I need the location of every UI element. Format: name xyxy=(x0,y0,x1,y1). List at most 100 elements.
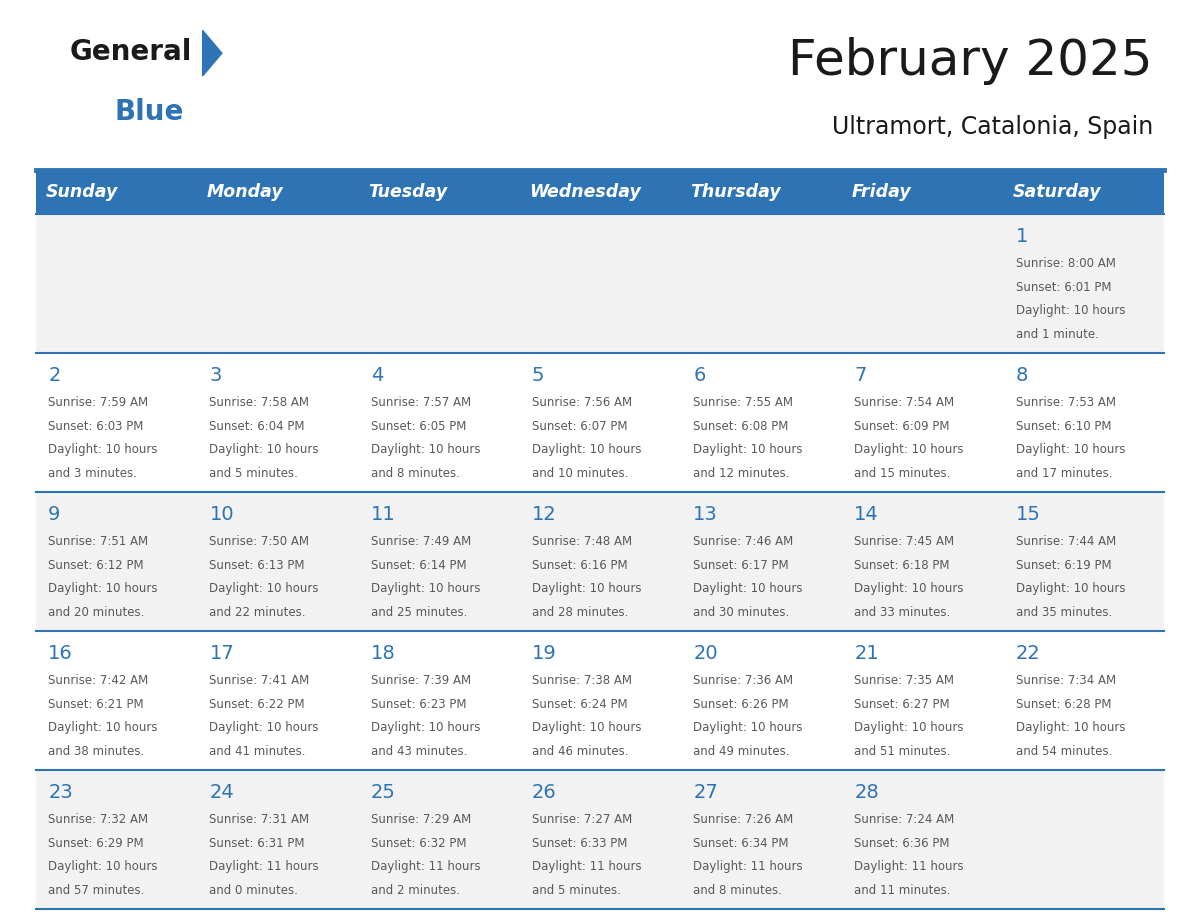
Text: Daylight: 10 hours: Daylight: 10 hours xyxy=(371,582,480,596)
Text: and 3 minutes.: and 3 minutes. xyxy=(49,467,137,480)
Text: Daylight: 10 hours: Daylight: 10 hours xyxy=(532,443,642,456)
Text: Daylight: 10 hours: Daylight: 10 hours xyxy=(1016,443,1125,456)
Text: Sunset: 6:18 PM: Sunset: 6:18 PM xyxy=(854,559,950,572)
Text: and 49 minutes.: and 49 minutes. xyxy=(693,745,790,758)
Text: Daylight: 11 hours: Daylight: 11 hours xyxy=(209,860,320,873)
Text: and 1 minute.: and 1 minute. xyxy=(1016,328,1099,341)
Text: Sunset: 6:05 PM: Sunset: 6:05 PM xyxy=(371,420,466,432)
Text: and 15 minutes.: and 15 minutes. xyxy=(854,467,950,480)
Text: 10: 10 xyxy=(209,505,234,524)
Text: Daylight: 10 hours: Daylight: 10 hours xyxy=(1016,582,1125,596)
Text: Sunrise: 7:54 AM: Sunrise: 7:54 AM xyxy=(854,396,954,409)
Text: 12: 12 xyxy=(532,505,557,524)
Text: 13: 13 xyxy=(693,505,718,524)
Text: 25: 25 xyxy=(371,783,396,801)
Text: Sunset: 6:07 PM: Sunset: 6:07 PM xyxy=(532,420,627,432)
Text: Sunset: 6:23 PM: Sunset: 6:23 PM xyxy=(371,698,466,711)
Text: 4: 4 xyxy=(371,365,383,385)
Text: Sunset: 6:21 PM: Sunset: 6:21 PM xyxy=(49,698,144,711)
Text: Daylight: 11 hours: Daylight: 11 hours xyxy=(854,860,963,873)
Text: 20: 20 xyxy=(693,644,718,663)
Text: Thursday: Thursday xyxy=(690,183,781,201)
Text: Sunrise: 7:51 AM: Sunrise: 7:51 AM xyxy=(49,535,148,548)
Text: Friday: Friday xyxy=(852,183,911,201)
Text: Sunset: 6:29 PM: Sunset: 6:29 PM xyxy=(49,836,144,850)
Text: Daylight: 10 hours: Daylight: 10 hours xyxy=(49,443,158,456)
Text: Daylight: 10 hours: Daylight: 10 hours xyxy=(209,722,318,734)
Text: Sunset: 6:36 PM: Sunset: 6:36 PM xyxy=(854,836,950,850)
Text: Sunset: 6:31 PM: Sunset: 6:31 PM xyxy=(209,836,305,850)
Text: 15: 15 xyxy=(1016,505,1041,524)
Text: Sunrise: 7:50 AM: Sunrise: 7:50 AM xyxy=(209,535,309,548)
Text: Sunrise: 7:31 AM: Sunrise: 7:31 AM xyxy=(209,813,310,826)
Text: Sunrise: 7:34 AM: Sunrise: 7:34 AM xyxy=(1016,674,1116,687)
Text: and 57 minutes.: and 57 minutes. xyxy=(49,884,145,897)
Text: Sunrise: 7:35 AM: Sunrise: 7:35 AM xyxy=(854,674,954,687)
Text: and 22 minutes.: and 22 minutes. xyxy=(209,606,307,619)
Text: Daylight: 10 hours: Daylight: 10 hours xyxy=(532,582,642,596)
Text: Daylight: 10 hours: Daylight: 10 hours xyxy=(49,582,158,596)
Text: Sunrise: 7:29 AM: Sunrise: 7:29 AM xyxy=(371,813,470,826)
Text: 17: 17 xyxy=(209,644,234,663)
Text: Sunset: 6:22 PM: Sunset: 6:22 PM xyxy=(209,698,305,711)
Text: Daylight: 10 hours: Daylight: 10 hours xyxy=(1016,722,1125,734)
Text: 8: 8 xyxy=(1016,365,1028,385)
Text: and 43 minutes.: and 43 minutes. xyxy=(371,745,467,758)
Text: and 5 minutes.: and 5 minutes. xyxy=(209,467,298,480)
Text: Wednesday: Wednesday xyxy=(529,183,640,201)
Text: Daylight: 10 hours: Daylight: 10 hours xyxy=(209,443,318,456)
Text: 14: 14 xyxy=(854,505,879,524)
Text: Sunrise: 7:48 AM: Sunrise: 7:48 AM xyxy=(532,535,632,548)
Text: 2: 2 xyxy=(49,365,61,385)
Text: 24: 24 xyxy=(209,783,234,801)
Text: 11: 11 xyxy=(371,505,396,524)
Text: and 20 minutes.: and 20 minutes. xyxy=(49,606,145,619)
Text: Sunrise: 7:24 AM: Sunrise: 7:24 AM xyxy=(854,813,955,826)
Text: and 33 minutes.: and 33 minutes. xyxy=(854,606,950,619)
Text: and 41 minutes.: and 41 minutes. xyxy=(209,745,307,758)
Text: Sunset: 6:14 PM: Sunset: 6:14 PM xyxy=(371,559,467,572)
Text: Sunset: 6:10 PM: Sunset: 6:10 PM xyxy=(1016,420,1111,432)
Text: Daylight: 10 hours: Daylight: 10 hours xyxy=(1016,305,1125,318)
Text: and 51 minutes.: and 51 minutes. xyxy=(854,745,950,758)
Text: Sunset: 6:13 PM: Sunset: 6:13 PM xyxy=(209,559,305,572)
Text: Daylight: 10 hours: Daylight: 10 hours xyxy=(371,443,480,456)
Text: Daylight: 10 hours: Daylight: 10 hours xyxy=(209,582,318,596)
Text: and 30 minutes.: and 30 minutes. xyxy=(693,606,789,619)
Text: Sunrise: 7:36 AM: Sunrise: 7:36 AM xyxy=(693,674,794,687)
Text: Sunday: Sunday xyxy=(45,183,118,201)
Text: 26: 26 xyxy=(532,783,557,801)
Text: Sunset: 6:12 PM: Sunset: 6:12 PM xyxy=(49,559,144,572)
Text: Tuesday: Tuesday xyxy=(368,183,447,201)
Text: Sunset: 6:32 PM: Sunset: 6:32 PM xyxy=(371,836,466,850)
Text: 16: 16 xyxy=(49,644,72,663)
Text: Sunrise: 7:53 AM: Sunrise: 7:53 AM xyxy=(1016,396,1116,409)
Text: Sunset: 6:01 PM: Sunset: 6:01 PM xyxy=(1016,281,1111,294)
Text: Sunset: 6:34 PM: Sunset: 6:34 PM xyxy=(693,836,789,850)
Text: and 8 minutes.: and 8 minutes. xyxy=(693,884,782,897)
Text: Daylight: 10 hours: Daylight: 10 hours xyxy=(532,722,642,734)
Text: Sunset: 6:08 PM: Sunset: 6:08 PM xyxy=(693,420,789,432)
Text: Sunrise: 7:57 AM: Sunrise: 7:57 AM xyxy=(371,396,470,409)
Text: 19: 19 xyxy=(532,644,557,663)
Text: 23: 23 xyxy=(49,783,72,801)
Text: 21: 21 xyxy=(854,644,879,663)
Text: Sunrise: 7:58 AM: Sunrise: 7:58 AM xyxy=(209,396,309,409)
Text: and 11 minutes.: and 11 minutes. xyxy=(854,884,950,897)
Text: and 10 minutes.: and 10 minutes. xyxy=(532,467,628,480)
Text: Sunrise: 7:32 AM: Sunrise: 7:32 AM xyxy=(49,813,148,826)
Text: and 8 minutes.: and 8 minutes. xyxy=(371,467,460,480)
Text: Sunset: 6:33 PM: Sunset: 6:33 PM xyxy=(532,836,627,850)
Text: Sunset: 6:17 PM: Sunset: 6:17 PM xyxy=(693,559,789,572)
Text: and 28 minutes.: and 28 minutes. xyxy=(532,606,628,619)
Text: Sunrise: 7:49 AM: Sunrise: 7:49 AM xyxy=(371,535,470,548)
Text: 5: 5 xyxy=(532,365,544,385)
Text: Daylight: 11 hours: Daylight: 11 hours xyxy=(693,860,803,873)
Text: and 5 minutes.: and 5 minutes. xyxy=(532,884,621,897)
Text: and 17 minutes.: and 17 minutes. xyxy=(1016,467,1112,480)
Text: and 35 minutes.: and 35 minutes. xyxy=(1016,606,1112,619)
Text: Daylight: 10 hours: Daylight: 10 hours xyxy=(49,722,158,734)
Text: 9: 9 xyxy=(49,505,61,524)
Text: and 46 minutes.: and 46 minutes. xyxy=(532,745,628,758)
Text: Sunrise: 7:42 AM: Sunrise: 7:42 AM xyxy=(49,674,148,687)
